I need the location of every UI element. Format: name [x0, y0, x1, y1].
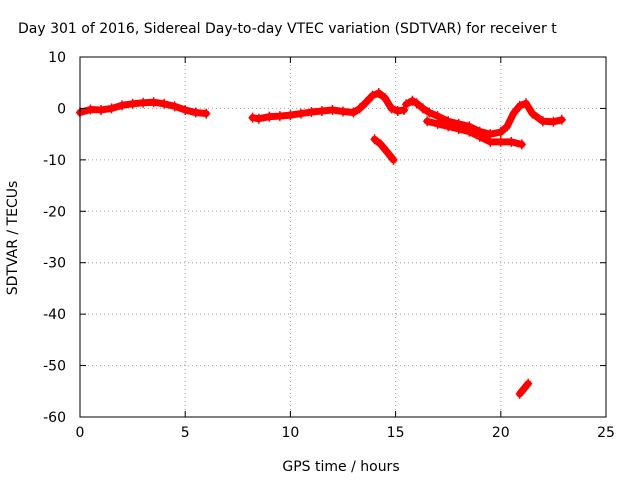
- data-point: [317, 106, 326, 116]
- data-point: [389, 154, 398, 165]
- y-tick-label: -60: [43, 410, 66, 426]
- data-point: [149, 97, 158, 108]
- data-point: [368, 90, 377, 101]
- data-point: [522, 98, 531, 109]
- data-point: [425, 107, 434, 118]
- y-tick-label: 0: [57, 101, 66, 117]
- data-point: [475, 131, 484, 142]
- data-point: [118, 100, 127, 111]
- data-point: [557, 114, 566, 125]
- data-point: [524, 378, 533, 389]
- data-point: [376, 139, 385, 150]
- data-point: [160, 98, 169, 109]
- data-point: [97, 104, 106, 115]
- data-point: [349, 107, 358, 118]
- data-point: [418, 103, 427, 114]
- data-point: [86, 104, 95, 115]
- data-point: [328, 104, 337, 115]
- data-point: [538, 116, 547, 127]
- x-tick-label: 20: [492, 425, 510, 441]
- data-point: [191, 107, 200, 118]
- data-point: [355, 103, 364, 114]
- x-tick-label: 0: [76, 425, 85, 441]
- series-segment: [371, 135, 397, 164]
- data-point: [549, 116, 558, 127]
- data-point: [254, 113, 263, 124]
- plot-frame: [79, 56, 607, 418]
- data-point: [507, 136, 516, 147]
- data-point: [181, 104, 190, 115]
- data-point: [509, 108, 518, 119]
- data-point: [486, 136, 495, 147]
- y-tick-label: -40: [43, 307, 66, 323]
- y-tick-label: -20: [43, 204, 66, 220]
- data-point: [528, 108, 537, 119]
- x-tick-label: 25: [597, 425, 615, 441]
- data-series-sdtvar: [76, 88, 566, 399]
- data-point: [454, 124, 463, 134]
- data-point: [339, 106, 347, 117]
- series-segment: [249, 89, 408, 123]
- data-point: [519, 383, 528, 394]
- data-point: [412, 98, 421, 109]
- data-point: [433, 118, 442, 129]
- data-point: [296, 108, 305, 119]
- x-tick-label: 5: [181, 425, 190, 441]
- y-axis-label: SDTVAR / TECUs: [5, 181, 21, 296]
- data-point: [515, 388, 524, 399]
- data-point: [465, 126, 474, 137]
- data-point: [248, 112, 257, 123]
- data-point: [170, 101, 179, 112]
- data-point: [496, 127, 505, 138]
- data-point: [265, 111, 274, 122]
- chart-title: Day 301 of 2016, Sidereal Day-to-day VTE…: [18, 21, 557, 37]
- data-point: [275, 111, 284, 122]
- data-point: [370, 134, 379, 145]
- data-point: [128, 98, 137, 109]
- data-point: [383, 147, 392, 158]
- series-segment: [423, 117, 526, 148]
- x-axis-label: GPS time / hours: [282, 459, 399, 475]
- y-tick-label: -30: [43, 256, 66, 272]
- y-tick-label: -50: [43, 359, 66, 375]
- data-point: [423, 116, 432, 127]
- data-point: [381, 93, 390, 104]
- data-point: [408, 95, 417, 106]
- data-point: [444, 121, 453, 132]
- data-point: [307, 107, 316, 118]
- data-point: [107, 103, 116, 114]
- data-point: [139, 97, 148, 108]
- data-point: [496, 136, 505, 147]
- data-point: [517, 139, 526, 150]
- x-tick-label: 10: [281, 425, 299, 441]
- data-point: [393, 106, 402, 116]
- data-point: [387, 103, 396, 114]
- data-point: [374, 88, 383, 98]
- data-point: [202, 108, 211, 119]
- data-point: [362, 97, 371, 108]
- data-point: [286, 110, 295, 121]
- y-tick-label: 10: [48, 50, 66, 66]
- data-point: [402, 99, 411, 110]
- y-tick-label: -10: [43, 153, 66, 169]
- axis-ticks: 0 5 10 15 20 25 10 0 -10 -20 -30 -40 -50 -60: [43, 50, 615, 441]
- x-tick-label: 15: [387, 425, 405, 441]
- data-point: [503, 121, 512, 132]
- data-point: [515, 100, 524, 111]
